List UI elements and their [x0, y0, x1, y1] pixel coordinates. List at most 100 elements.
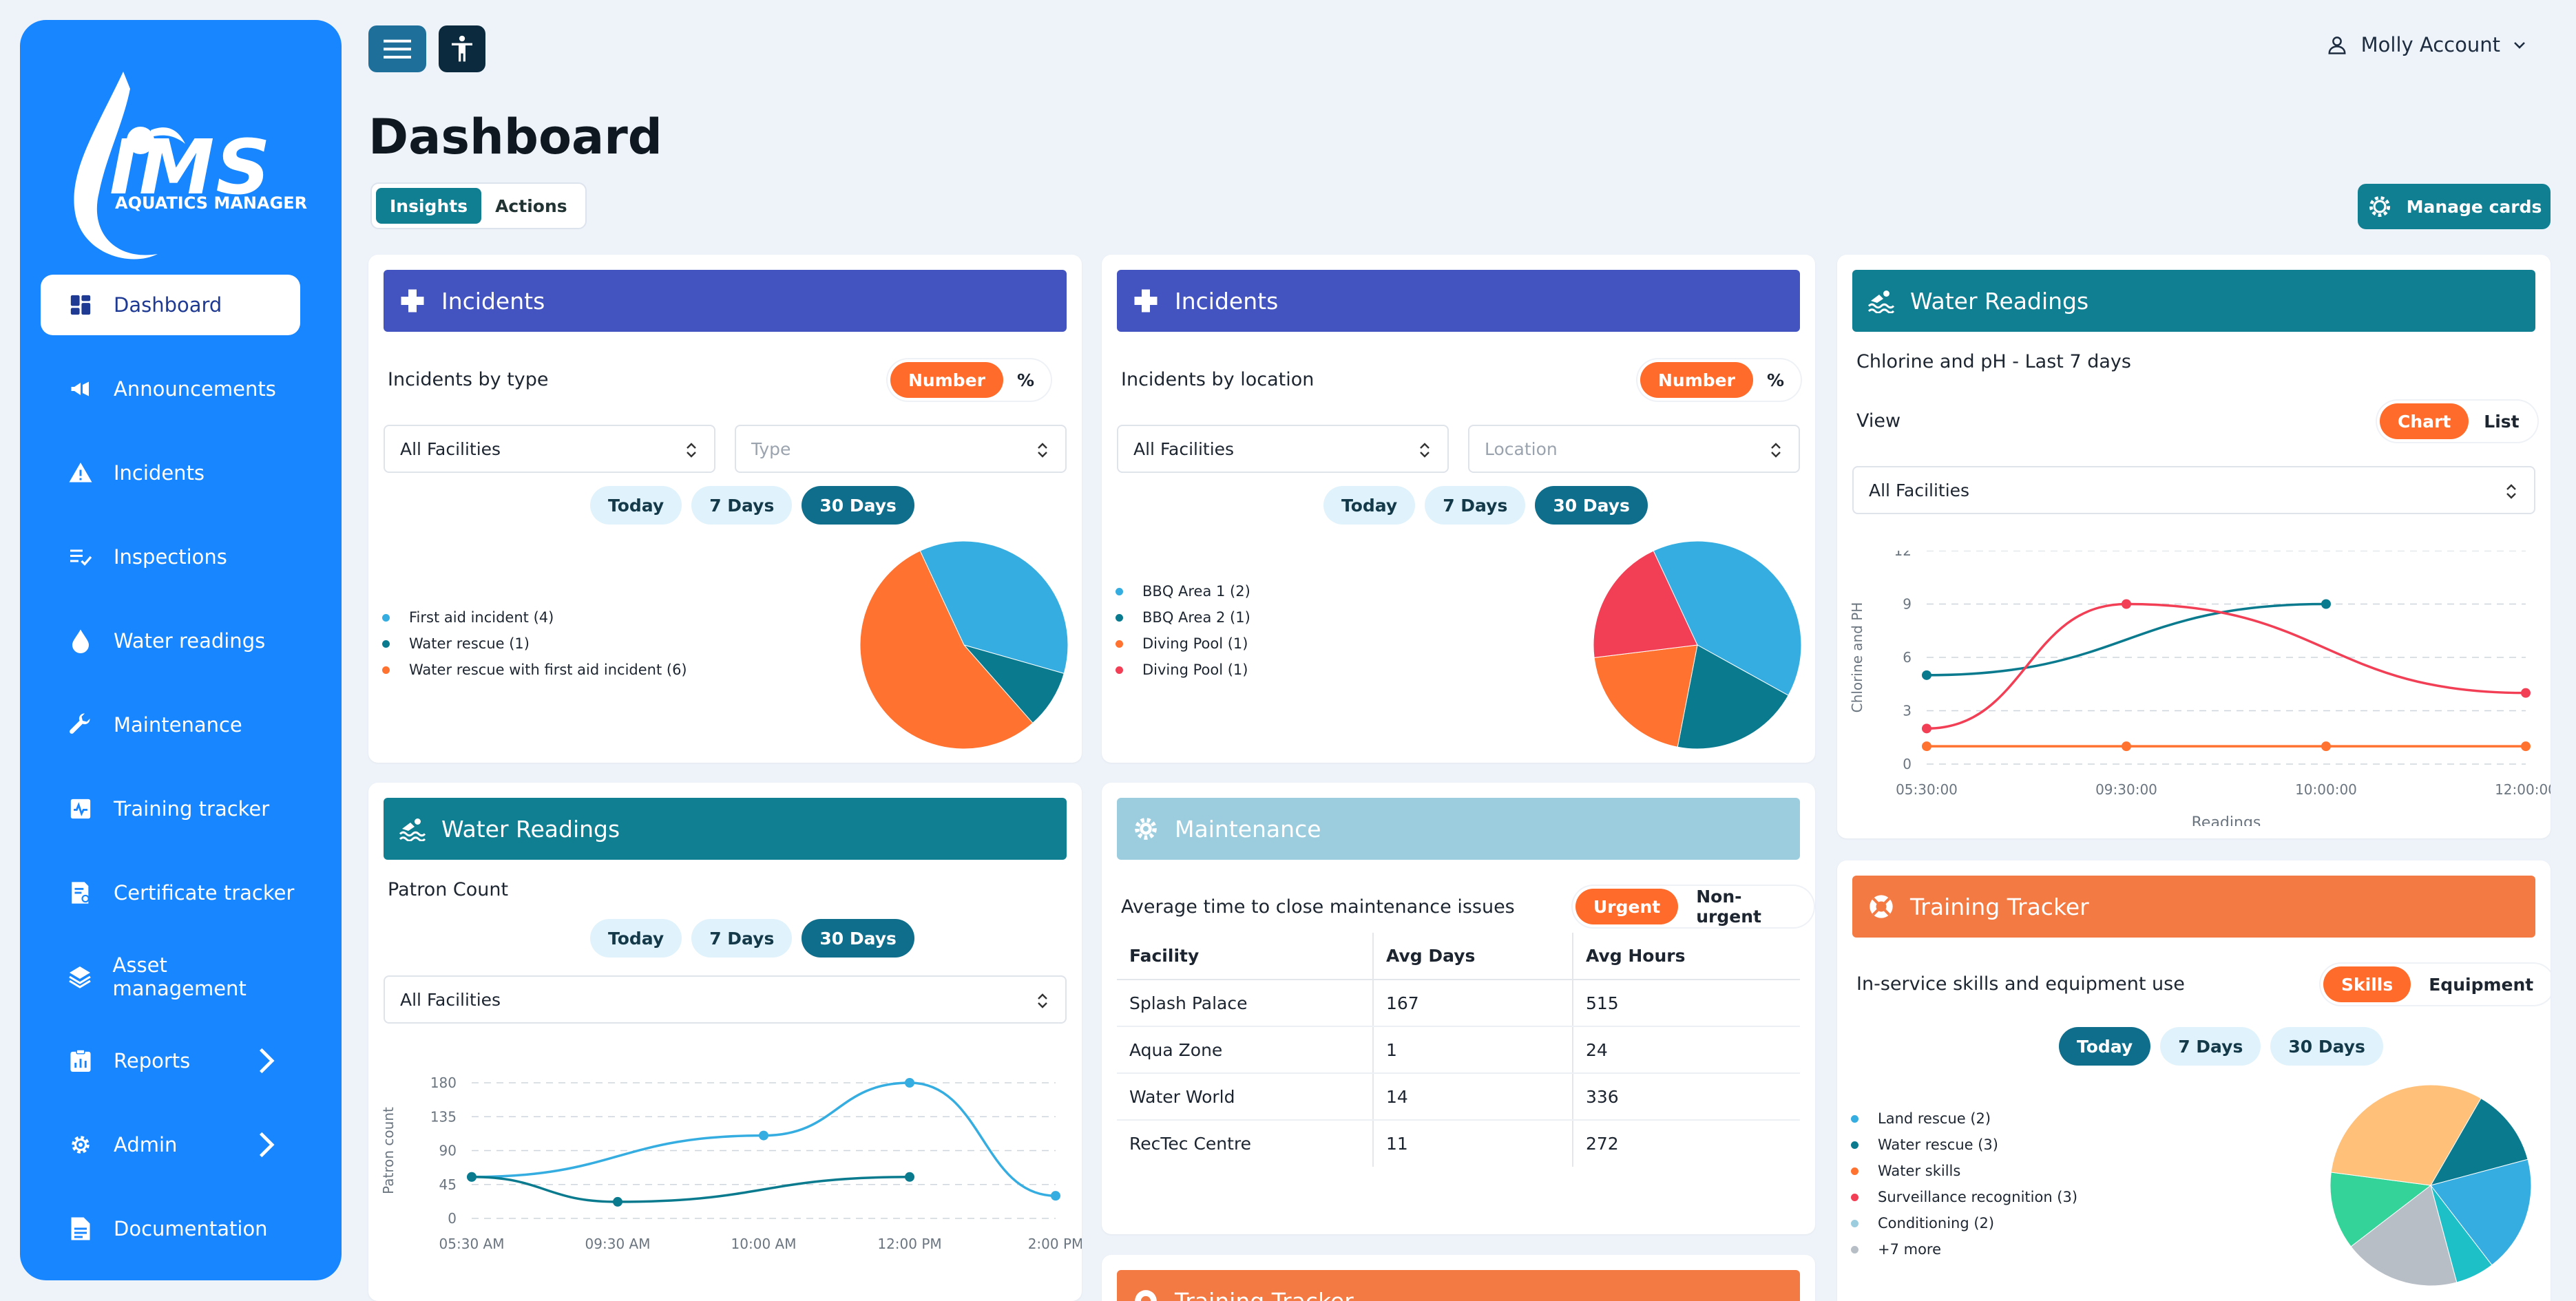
data-point[interactable] — [467, 1172, 477, 1182]
pie-slice[interactable] — [1593, 550, 1698, 658]
column-header[interactable]: Avg Hours — [1572, 933, 1800, 980]
sidebar-item-admin[interactable]: Admin — [41, 1114, 300, 1175]
period-30-days[interactable]: 30 Days — [1535, 486, 1648, 525]
legend-item[interactable]: First aid incident (4) — [382, 604, 687, 631]
legend-item[interactable]: +7 more — [1851, 1236, 2077, 1262]
toggle-percent[interactable]: % — [1016, 370, 1035, 390]
accessibility-button[interactable] — [439, 25, 485, 72]
period-7-days[interactable]: 7 Days — [1425, 486, 1526, 525]
pie-slice[interactable] — [1653, 540, 1802, 696]
data-point[interactable] — [613, 1196, 622, 1207]
sidebar-item-dashboard[interactable]: Dashboard — [41, 275, 300, 335]
pie-slice[interactable] — [2429, 1097, 2528, 1186]
period-7-days[interactable]: 7 Days — [691, 919, 793, 958]
data-point[interactable] — [905, 1078, 914, 1088]
legend-item[interactable]: BBQ Area 1 (2) — [1116, 578, 1250, 604]
series-line[interactable] — [1926, 602, 2327, 677]
pulse-chart-icon — [67, 795, 94, 823]
toggle-non-urgent[interactable]: Non-urgent — [1696, 887, 1761, 927]
data-point[interactable] — [1922, 723, 1931, 734]
period-7-days[interactable]: 7 Days — [691, 486, 793, 525]
table-row[interactable]: Splash Palace 167 515 — [1117, 980, 1800, 1027]
pie-slice[interactable] — [859, 550, 1034, 750]
period-30-days[interactable]: 30 Days — [802, 919, 914, 958]
tab-insights[interactable]: Insights — [376, 188, 482, 224]
data-point[interactable] — [2321, 741, 2331, 752]
sidebar-item-announcements[interactable]: Announcements — [41, 359, 300, 419]
toggle-chart[interactable]: Chart — [2380, 403, 2469, 439]
data-point[interactable] — [1051, 1191, 1060, 1201]
user-menu[interactable]: Molly Account — [2327, 33, 2528, 56]
data-point[interactable] — [2321, 599, 2331, 609]
column-header[interactable]: Facility — [1117, 933, 1373, 980]
legend-item[interactable]: Water rescue (1) — [382, 631, 687, 657]
facility-select[interactable]: All Facilities — [384, 425, 715, 473]
legend-item[interactable]: Surveillance recognition (3) — [1851, 1184, 2077, 1210]
toggle-skills[interactable]: Skills — [2323, 966, 2411, 1002]
sidebar-item-documentation[interactable]: Documentation — [41, 1198, 300, 1259]
period-today[interactable]: Today — [590, 486, 682, 525]
facility-select[interactable]: All Facilities — [384, 975, 1067, 1024]
toggle-equipment[interactable]: Equipment — [2429, 974, 2534, 995]
toggle-number[interactable]: Number — [890, 362, 1003, 398]
period-today[interactable]: Today — [1323, 486, 1416, 525]
data-point[interactable] — [1922, 670, 1931, 680]
data-point[interactable] — [2521, 741, 2531, 752]
toggle-list[interactable]: List — [2484, 411, 2520, 432]
pie-slice[interactable] — [919, 540, 1069, 675]
pie-slice[interactable] — [1677, 644, 1789, 750]
pie-slice[interactable] — [2329, 1172, 2432, 1247]
pie-slice[interactable] — [2430, 1159, 2532, 1266]
legend-item[interactable]: Conditioning (2) — [1851, 1210, 2077, 1236]
pie-slice[interactable] — [2330, 1084, 2482, 1186]
data-point[interactable] — [2521, 688, 2531, 698]
pie-slice[interactable] — [2350, 1185, 2458, 1287]
legend-item[interactable]: Diving Pool (1) — [1116, 631, 1250, 657]
chevron-right-icon[interactable] — [251, 1130, 281, 1160]
chevron-right-icon[interactable] — [251, 1046, 281, 1076]
manage-cards-button[interactable]: Manage cards — [2358, 184, 2551, 229]
data-point[interactable] — [2122, 741, 2131, 752]
table-row[interactable]: Water World 14 336 — [1117, 1073, 1800, 1121]
period-30-days[interactable]: 30 Days — [802, 486, 914, 525]
series-line[interactable] — [471, 1081, 1056, 1197]
legend-item[interactable]: Water rescue (3) — [1851, 1132, 2077, 1158]
sidebar-item-water-readings[interactable]: Water readings — [41, 611, 300, 671]
period-30-days[interactable]: 30 Days — [2270, 1027, 2383, 1066]
toggle-percent[interactable]: % — [1766, 370, 1785, 390]
series-line[interactable] — [1926, 602, 2526, 730]
sidebar-item-incidents[interactable]: Incidents — [41, 443, 300, 503]
sidebar-item-inspections[interactable]: Inspections — [41, 527, 300, 587]
table-row[interactable]: RecTec Centre 11 272 — [1117, 1120, 1800, 1167]
period-7-days[interactable]: 7 Days — [2160, 1027, 2261, 1066]
tab-actions[interactable]: Actions — [495, 195, 567, 216]
column-header[interactable]: Avg Days — [1372, 933, 1573, 980]
legend-item[interactable]: Land rescue (2) — [1851, 1106, 2077, 1132]
legend-item[interactable]: Water skills — [1851, 1158, 2077, 1184]
sidebar-item-maintenance[interactable]: Maintenance — [41, 695, 300, 755]
data-point[interactable] — [2122, 599, 2131, 609]
location-select[interactable]: Location — [1468, 425, 1800, 473]
sidebar-item-certificate-tracker[interactable]: Certificate tracker — [41, 863, 300, 923]
facility-select[interactable]: All Facilities — [1852, 466, 2535, 514]
toggle-urgent[interactable]: Urgent — [1575, 889, 1679, 924]
sidebar-item-asset-management[interactable]: Asset management — [41, 946, 300, 1007]
sidebar-item-reports[interactable]: Reports — [41, 1030, 300, 1091]
toggle-number[interactable]: Number — [1640, 362, 1753, 398]
period-today[interactable]: Today — [2059, 1027, 2151, 1066]
legend-item[interactable]: BBQ Area 2 (1) — [1116, 604, 1250, 631]
type-select[interactable]: Type — [735, 425, 1067, 473]
menu-button[interactable] — [368, 25, 426, 72]
data-point[interactable] — [905, 1172, 914, 1182]
sidebar-item-training-tracker[interactable]: Training tracker — [41, 779, 300, 839]
pie-slice[interactable] — [963, 644, 1065, 724]
series-line[interactable] — [471, 1176, 910, 1203]
table-row[interactable]: Aqua Zone 1 24 — [1117, 1026, 1800, 1074]
facility-select[interactable]: All Facilities — [1117, 425, 1449, 473]
data-point[interactable] — [1922, 741, 1931, 752]
data-point[interactable] — [759, 1130, 768, 1141]
pie-slice[interactable] — [1593, 644, 1698, 748]
legend-item[interactable]: Diving Pool (1) — [1116, 657, 1250, 683]
period-today[interactable]: Today — [590, 919, 682, 958]
legend-item[interactable]: Water rescue with first aid incident (6) — [382, 657, 687, 683]
